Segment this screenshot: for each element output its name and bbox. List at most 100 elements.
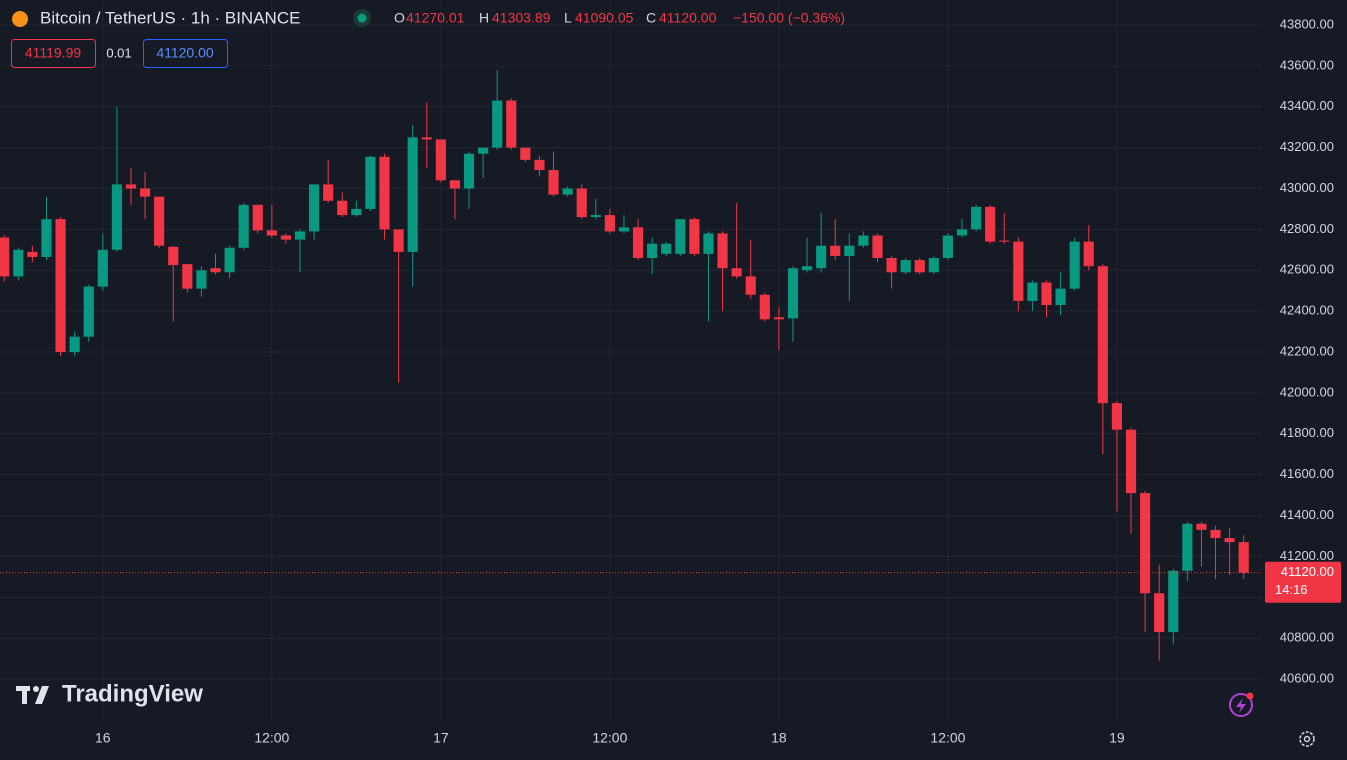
candle-body	[421, 137, 432, 140]
ohlc-key: O	[394, 10, 405, 26]
y-tick-label: 40800.00	[1280, 630, 1334, 645]
candle-body	[111, 184, 122, 250]
brand-logo	[16, 686, 49, 704]
candle-body	[971, 206, 982, 230]
candle-body	[1168, 570, 1179, 633]
candle-body	[280, 235, 291, 240]
x-tick-label: 19	[1109, 730, 1125, 746]
y-tick-label: 43400.00	[1280, 98, 1334, 113]
candle-body	[928, 257, 939, 273]
candle-body	[703, 233, 714, 254]
candle-body	[576, 188, 587, 218]
candle-body	[41, 219, 52, 257]
buy-button[interactable]	[143, 39, 228, 68]
y-tick-label: 43000.00	[1280, 180, 1334, 195]
ohlc-key: H	[479, 10, 489, 26]
candle-body	[1238, 542, 1249, 573]
candle-body	[858, 235, 869, 246]
candle-body	[647, 243, 658, 258]
status-dot[interactable]	[357, 13, 367, 23]
candle-body	[731, 268, 742, 277]
candle-body	[787, 268, 799, 319]
sell-button[interactable]	[11, 39, 96, 68]
price-tag	[1265, 561, 1341, 603]
y-tick-label: 41400.00	[1280, 507, 1334, 522]
x-tick-label: 12:00	[930, 730, 965, 746]
candle-body	[168, 246, 179, 266]
bid[interactable]: 41119.99	[25, 45, 82, 61]
spread: 0.01	[106, 45, 131, 60]
candle-body	[69, 336, 80, 353]
y-tick-label: 42400.00	[1280, 303, 1334, 318]
ohlc-key: C	[646, 10, 656, 26]
candle-body	[0, 237, 10, 277]
candle-body	[1083, 241, 1094, 267]
candle-body	[1111, 403, 1122, 430]
x-tick-label: 12:00	[592, 730, 627, 746]
candle-body	[140, 188, 151, 197]
candle-body	[1027, 282, 1038, 301]
candle-body	[266, 230, 277, 236]
candle-body	[632, 227, 644, 258]
candle-body	[478, 147, 489, 154]
candle-body	[238, 204, 249, 248]
y-tick-label: 41600.00	[1280, 466, 1334, 481]
y-tick-label: 40600.00	[1280, 671, 1334, 686]
candle-body	[1224, 538, 1235, 543]
y-tick-label: 42000.00	[1280, 384, 1334, 399]
candle-body	[872, 235, 883, 258]
ohlc-key: L	[564, 10, 572, 26]
candle-body	[55, 219, 66, 353]
ohlc-value: 41303.89	[492, 10, 551, 26]
candle-body	[1210, 529, 1221, 539]
candle-body	[492, 100, 503, 148]
candle-body	[337, 200, 348, 216]
candle-body	[1055, 288, 1066, 306]
candle-body	[1069, 241, 1080, 289]
candle-body	[956, 229, 968, 236]
settings-button[interactable]	[1299, 731, 1315, 747]
candle-body	[942, 235, 953, 258]
candle-body	[773, 317, 784, 320]
candle-body	[379, 156, 390, 230]
candle-body	[154, 196, 165, 246]
candle-body	[224, 247, 235, 273]
candle-body	[1013, 241, 1024, 301]
candle-body	[745, 276, 756, 295]
candle-body	[407, 137, 418, 252]
candle-body	[844, 245, 855, 256]
coin-icon	[12, 11, 28, 27]
y-tick-label: 42200.00	[1280, 343, 1334, 358]
candle-body	[675, 219, 686, 254]
candle-body	[914, 260, 925, 273]
candle-body	[548, 170, 559, 195]
candle-body	[520, 147, 531, 160]
candles	[0, 69, 1249, 661]
candle-body	[449, 180, 461, 189]
lightning-button[interactable]	[1229, 692, 1254, 717]
candle-body	[506, 100, 517, 148]
ask[interactable]: 41120.00	[156, 45, 214, 61]
candle-body	[210, 268, 221, 273]
ohlc-value: 41090.05	[575, 10, 634, 26]
y-tick-label: 42600.00	[1280, 262, 1334, 277]
candle-body	[900, 260, 911, 273]
candle-body	[689, 219, 700, 254]
candle-body	[1154, 593, 1165, 633]
y-tick-label: 43200.00	[1280, 139, 1334, 154]
candle-body	[435, 139, 446, 181]
x-tick-label: 12:00	[254, 730, 289, 746]
candle-body	[886, 257, 897, 273]
candle-body	[1196, 523, 1207, 530]
candle-body	[985, 206, 996, 242]
candle-body	[759, 294, 770, 320]
candle-body	[1182, 523, 1193, 571]
candle-body	[1140, 493, 1151, 594]
y-tick-label: 43600.00	[1280, 57, 1334, 72]
candle-body	[1125, 429, 1137, 494]
grid	[0, 0, 1262, 720]
candle-body	[618, 227, 630, 232]
y-tick-label: 43800.00	[1280, 16, 1334, 31]
x-tick-label: 18	[771, 730, 787, 746]
